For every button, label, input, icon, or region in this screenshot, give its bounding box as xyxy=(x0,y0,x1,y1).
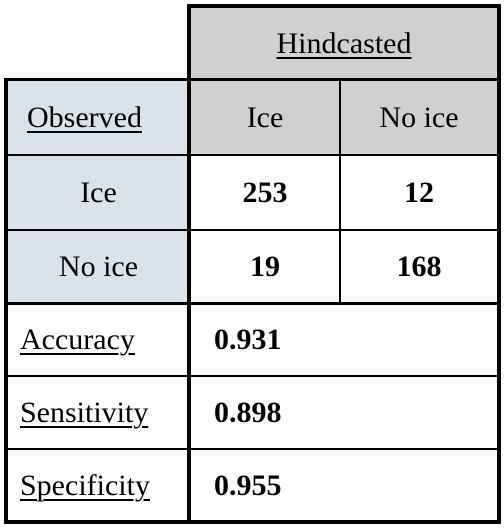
column-header-ice: Ice xyxy=(190,80,340,155)
metric-value-accuracy: 0.931 xyxy=(190,303,498,376)
cell-no-ice-ice-value: 19 xyxy=(250,249,280,283)
cell-ice-no-ice: 12 xyxy=(340,155,498,230)
metric-value-sensitivity: 0.898 xyxy=(190,376,498,449)
specificity-value: 0.955 xyxy=(214,468,282,502)
cell-no-ice-no-ice: 168 xyxy=(340,230,498,303)
specificity-label: Specificity xyxy=(20,468,150,502)
metric-label-sensitivity: Sensitivity xyxy=(7,376,190,449)
border-h-observed-top xyxy=(4,78,501,81)
sensitivity-label: Sensitivity xyxy=(20,395,149,429)
column-header-no-ice: No ice xyxy=(340,80,498,155)
cell-ice-ice-value: 253 xyxy=(242,175,288,209)
hindcasted-label: Hindcasted xyxy=(276,26,412,60)
border-bottom xyxy=(4,520,501,524)
border-column-divider xyxy=(339,78,341,304)
border-top-header xyxy=(187,4,501,8)
column-header-ice-label: Ice xyxy=(246,100,284,134)
accuracy-value: 0.931 xyxy=(214,322,282,356)
border-h-row2-top xyxy=(4,229,501,231)
row-header-no-ice-label: No ice xyxy=(58,249,139,283)
observed-label: Observed xyxy=(27,100,142,134)
row-header-ice: Ice xyxy=(7,155,190,230)
observed-header: Observed xyxy=(7,80,190,155)
border-right xyxy=(497,4,501,524)
cell-ice-no-ice-value: 12 xyxy=(404,175,434,209)
border-h-row1-top xyxy=(4,154,501,156)
border-h-metric2-top xyxy=(4,375,501,377)
cell-no-ice-no-ice-value: 168 xyxy=(396,249,442,283)
sensitivity-value: 0.898 xyxy=(214,395,282,429)
hindcasted-header: Hindcasted xyxy=(190,7,498,80)
cell-no-ice-ice: 19 xyxy=(190,230,340,303)
metric-label-specificity: Specificity xyxy=(7,449,190,522)
row-header-ice-label: Ice xyxy=(80,175,117,209)
border-label-divider xyxy=(187,4,191,524)
metric-value-specificity: 0.955 xyxy=(190,449,498,522)
column-header-no-ice-label: No ice xyxy=(379,100,459,134)
row-header-no-ice: No ice xyxy=(7,230,190,303)
border-left xyxy=(4,78,8,524)
metric-label-accuracy: Accuracy xyxy=(7,303,190,376)
border-h-metric3-top xyxy=(4,448,501,450)
accuracy-label: Accuracy xyxy=(20,322,135,356)
border-h-metrics-top xyxy=(4,302,501,305)
cell-ice-ice: 253 xyxy=(190,155,340,230)
